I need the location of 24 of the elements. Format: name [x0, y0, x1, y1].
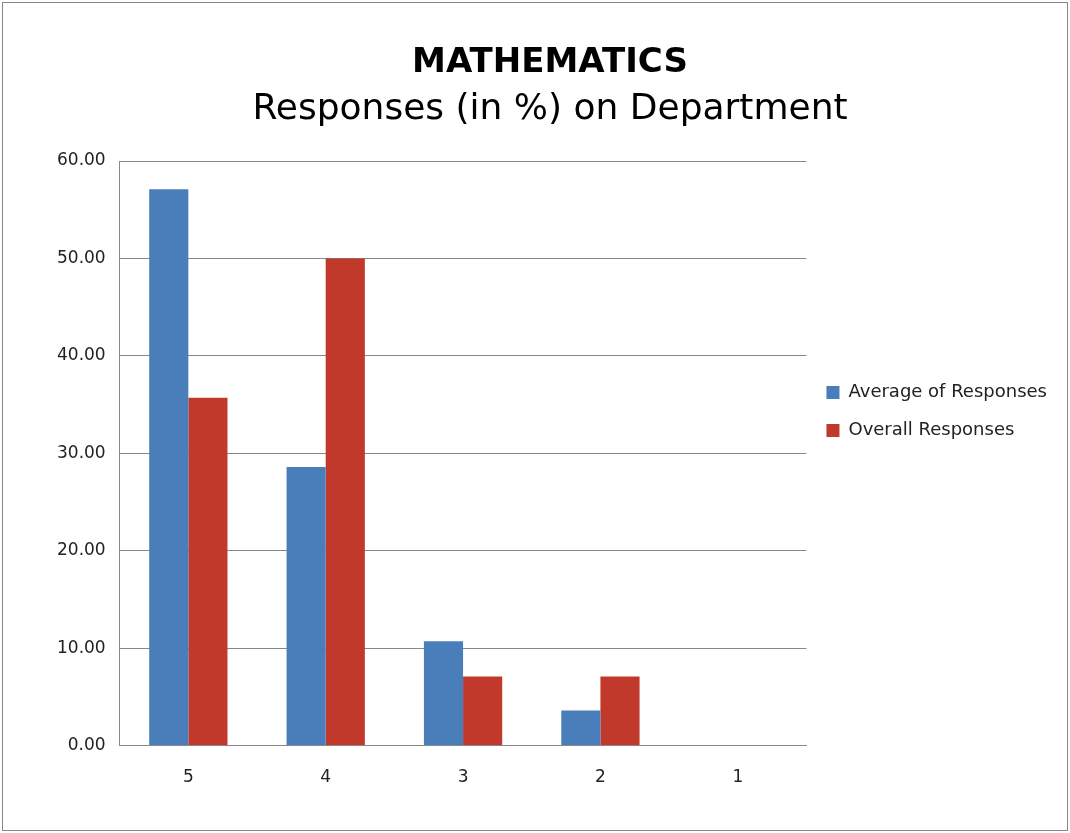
y-tick-label: 60.00 [57, 149, 106, 170]
bar [561, 710, 601, 746]
legend-label: Overall Responses [848, 418, 1015, 440]
bar [463, 676, 503, 746]
x-tick-label: 4 [320, 766, 332, 787]
chart-title: MATHEMATICS [412, 40, 688, 81]
x-tick-label: 5 [182, 766, 194, 787]
x-tick-label: 2 [595, 766, 606, 787]
x-tick-label: 1 [732, 766, 744, 787]
bar [188, 397, 228, 746]
bar [600, 676, 640, 746]
y-tick-label: 30.00 [57, 441, 106, 462]
legend-label: Average of Responses [848, 380, 1048, 402]
x-tick-label: 3 [457, 766, 469, 787]
y-tick-label: 20.00 [57, 539, 106, 560]
chart-subtitle: Responses (in %) on Department [252, 85, 848, 127]
y-tick-label: 40.00 [57, 344, 106, 365]
y-tick-label: 0.00 [67, 734, 106, 755]
bar [286, 466, 326, 746]
bar [325, 258, 365, 746]
bar [149, 189, 189, 746]
bar [423, 641, 464, 746]
y-tick-label: 10.00 [57, 636, 106, 657]
y-tick-label: 50.00 [57, 246, 106, 267]
